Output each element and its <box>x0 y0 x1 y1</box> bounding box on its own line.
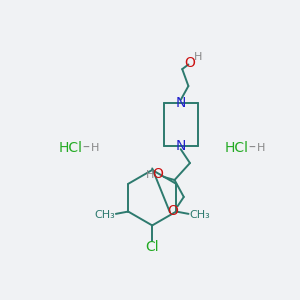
Text: O: O <box>184 56 195 70</box>
Text: –: – <box>249 141 256 155</box>
Text: O: O <box>152 167 163 181</box>
Text: CH₃: CH₃ <box>189 210 210 220</box>
Text: HCl: HCl <box>225 141 249 155</box>
Text: H: H <box>257 143 266 153</box>
Text: H: H <box>194 52 202 62</box>
Text: N: N <box>176 139 186 153</box>
Text: –: – <box>82 141 89 155</box>
Text: CH₃: CH₃ <box>95 210 116 220</box>
Text: N: N <box>176 96 186 110</box>
Text: O: O <box>168 204 178 218</box>
Text: H: H <box>91 143 99 153</box>
Text: HCl: HCl <box>58 141 82 155</box>
Text: Cl: Cl <box>146 240 159 254</box>
Text: H: H <box>146 170 154 180</box>
